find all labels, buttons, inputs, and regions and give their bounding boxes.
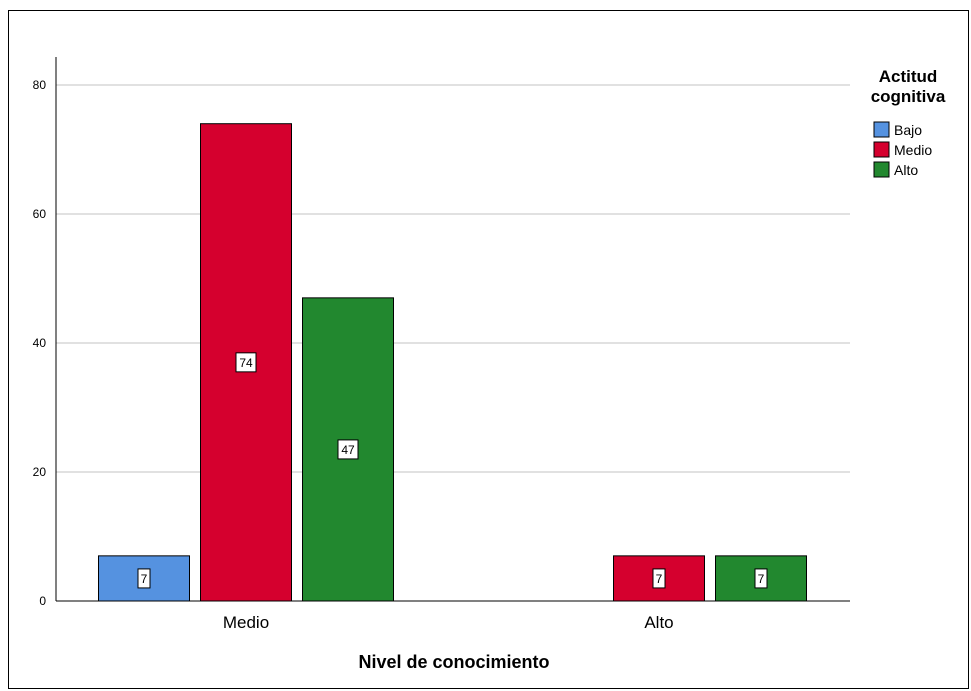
data-label: 74 <box>239 356 253 370</box>
legend-title: Actitud <box>879 67 938 86</box>
y-tick-label: 40 <box>33 336 47 350</box>
legend-swatch <box>873 141 890 158</box>
data-label: 7 <box>656 572 663 586</box>
data-label: 7 <box>141 572 148 586</box>
grid-layer <box>56 84 850 473</box>
data-label-box <box>235 352 257 373</box>
bars-layer <box>98 123 807 602</box>
data-label: 47 <box>341 443 355 457</box>
axes-layer: 0 20 40 60 80 Medio Alto <box>33 57 850 632</box>
x-tick-label: Alto <box>644 613 673 632</box>
y-tick-label: 80 <box>33 78 47 92</box>
x-axis-title: Nivel de conocimiento <box>358 652 549 672</box>
legend-swatch <box>873 161 890 178</box>
y-tick-label: 0 <box>39 594 46 608</box>
data-label-box <box>337 439 359 460</box>
legend-swatch <box>873 121 890 138</box>
data-label-box <box>137 568 151 589</box>
legend-label: Bajo <box>894 122 922 138</box>
labels-layer: 7 74 47 7 7 <box>137 352 768 589</box>
legend-title: cognitiva <box>871 87 946 106</box>
legend-label: Alto <box>894 162 918 178</box>
data-label: 7 <box>758 572 765 586</box>
x-tick-label: Medio <box>223 613 269 632</box>
legend-label: Medio <box>894 142 932 158</box>
data-label-box <box>754 568 768 589</box>
y-tick-label: 20 <box>33 465 47 479</box>
data-label-box <box>652 568 666 589</box>
y-tick-label: 60 <box>33 207 47 221</box>
